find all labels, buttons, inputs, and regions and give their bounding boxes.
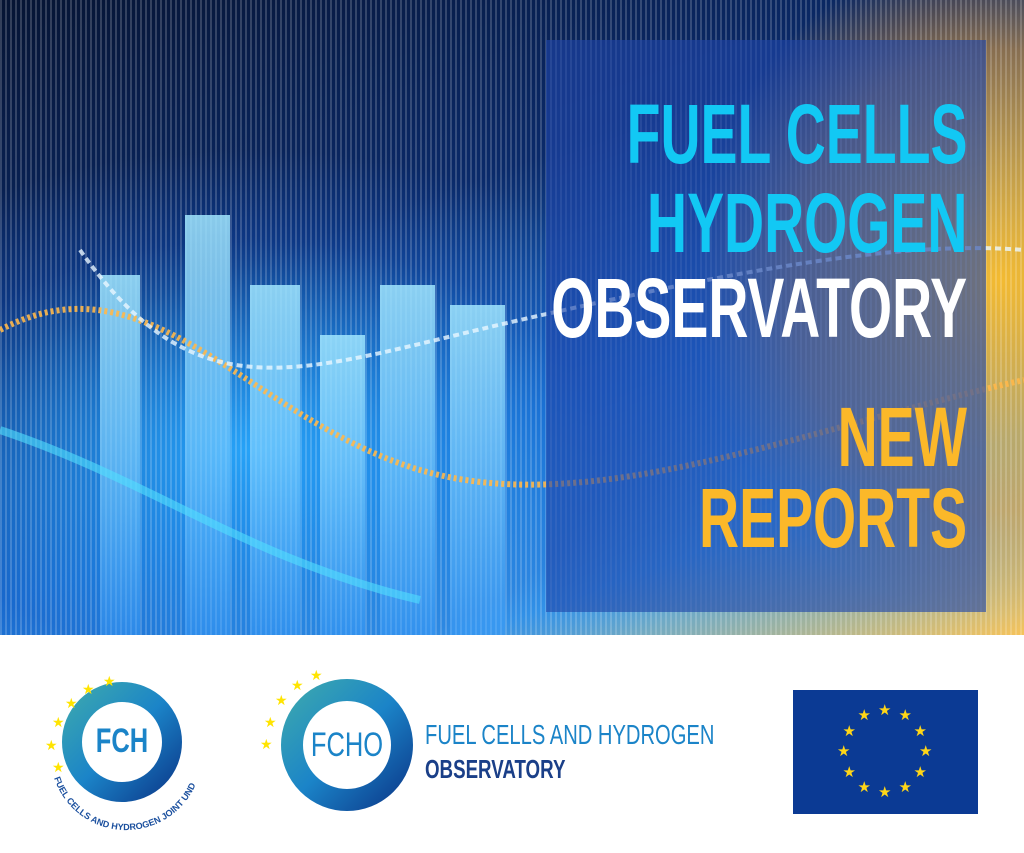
headline-line-3: OBSERVATORY bbox=[551, 261, 967, 355]
headline-line-4: NEW bbox=[837, 390, 967, 484]
star-icon: ★ bbox=[913, 763, 927, 781]
fch-ring: FUEL CELLS AND HYDROGEN JOINT UNDERTAKIN… bbox=[30, 660, 198, 832]
chart-bar bbox=[450, 305, 505, 635]
chart-bar bbox=[185, 215, 230, 635]
star-icon: ★ bbox=[857, 778, 871, 796]
star-icon: ★ bbox=[842, 763, 856, 781]
headline-line-1: FUEL CELLS bbox=[626, 87, 967, 181]
fch-logo: FUEL CELLS AND HYDROGEN JOINT UNDERTAKIN… bbox=[30, 660, 220, 850]
headline-line-2: HYDROGEN bbox=[646, 176, 967, 270]
chart-bar bbox=[250, 285, 300, 635]
star-icon: ★ bbox=[52, 759, 65, 775]
star-icon: ★ bbox=[857, 707, 871, 725]
star-icon: ★ bbox=[291, 677, 304, 693]
star-icon: ★ bbox=[82, 681, 95, 697]
hero-image: FUEL CELLS HYDROGEN OBSERVATORY NEW REPO… bbox=[0, 0, 1024, 635]
star-icon: ★ bbox=[898, 707, 912, 725]
star-icon: ★ bbox=[913, 722, 927, 740]
star-icon: ★ bbox=[919, 743, 933, 760]
star-icon: ★ bbox=[275, 692, 288, 708]
fcho-ring bbox=[281, 679, 413, 811]
eu-flag: ★ ★ ★ ★ ★ ★ ★ ★ ★ ★ ★ ★ bbox=[793, 690, 978, 814]
star-icon: ★ bbox=[260, 736, 273, 752]
headline-line-5: REPORTS bbox=[698, 471, 967, 565]
fcho-logo: FCHO ★ ★ ★ ★ ★ FUEL CELLS AND HYDROGEN O… bbox=[255, 660, 755, 850]
star-icon: ★ bbox=[264, 714, 277, 730]
star-icon: ★ bbox=[898, 778, 912, 796]
chart-bar bbox=[100, 275, 140, 635]
fcho-title-line-1: FUEL CELLS AND HYDROGEN bbox=[425, 719, 715, 750]
star-icon: ★ bbox=[878, 784, 892, 801]
star-icon: ★ bbox=[52, 714, 65, 730]
fcho-initials: FCHO bbox=[310, 726, 384, 764]
star-icon: ★ bbox=[842, 722, 856, 740]
star-icon: ★ bbox=[878, 702, 892, 719]
headline-panel: FUEL CELLS HYDROGEN OBSERVATORY NEW REPO… bbox=[546, 40, 986, 612]
star-icon: ★ bbox=[45, 737, 58, 753]
star-icon: ★ bbox=[103, 673, 116, 689]
star-icon: ★ bbox=[837, 743, 851, 760]
star-icon: ★ bbox=[65, 695, 78, 711]
star-icon: ★ bbox=[310, 667, 323, 683]
fcho-title-line-2: OBSERVATORY bbox=[425, 754, 566, 784]
fch-initials: FCH bbox=[95, 722, 149, 760]
